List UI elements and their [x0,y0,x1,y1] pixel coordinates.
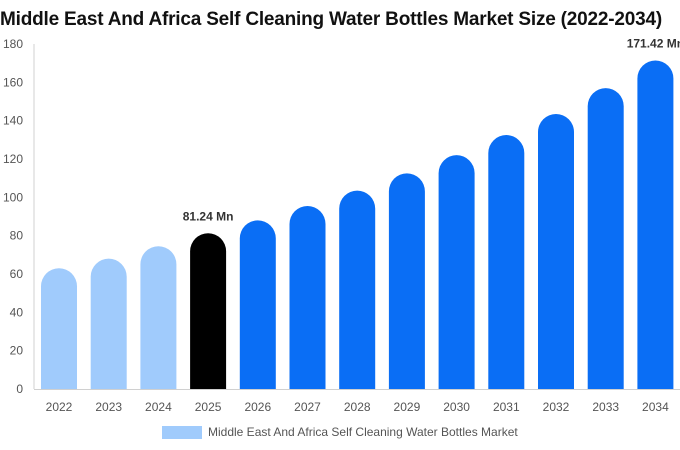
chart-legend: Middle East And Africa Self Cleaning Wat… [162,425,518,439]
y-tick-label: 60 [10,267,24,281]
bar-2026 [239,220,276,389]
bar-2034 [637,60,674,389]
y-tick-label: 160 [3,75,23,89]
chart-title: Middle East And Africa Self Cleaning Wat… [0,9,663,30]
x-tick-label: 2033 [592,400,619,414]
y-tick-label: 120 [3,152,23,166]
bar-2022 [41,268,77,389]
x-tick-label: 2025 [195,400,222,414]
y-tick-label: 40 [10,305,24,319]
x-tick-label: 2034 [642,400,669,414]
bar-2033 [587,88,624,389]
y-tick-label: 180 [3,37,23,51]
bar-2027 [289,205,326,389]
x-tick-label: 2022 [46,400,73,414]
bar-2023 [90,258,127,389]
bar-2025 [190,233,227,389]
x-tick-label: 2027 [294,400,321,414]
x-tick-label: 2031 [493,400,520,414]
y-tick-label: 140 [3,114,23,128]
x-tick-label: 2029 [394,400,421,414]
bar-2028 [339,190,376,389]
data-label: 171.42 Mn [627,36,680,50]
bar-2031 [488,135,525,389]
y-tick-label: 20 [10,344,24,358]
legend-label: Middle East And Africa Self Cleaning Wat… [208,425,518,439]
y-tick-label: 80 [10,229,24,243]
y-tick-label: 100 [3,190,23,204]
bar-2024 [140,246,177,389]
bar-2029 [388,173,425,389]
x-tick-label: 2026 [244,400,271,414]
x-tick-label: 2023 [95,400,122,414]
y-tick-label: 0 [16,382,23,396]
bar-2030 [438,155,475,389]
bar-2032 [538,113,574,390]
x-tick-label: 2030 [443,400,470,414]
x-tick-label: 2024 [145,400,172,414]
data-label: 81.24 Mn [183,209,234,223]
x-tick-label: 2032 [543,400,570,414]
legend-swatch [162,425,202,439]
x-tick-label: 2028 [344,400,371,414]
